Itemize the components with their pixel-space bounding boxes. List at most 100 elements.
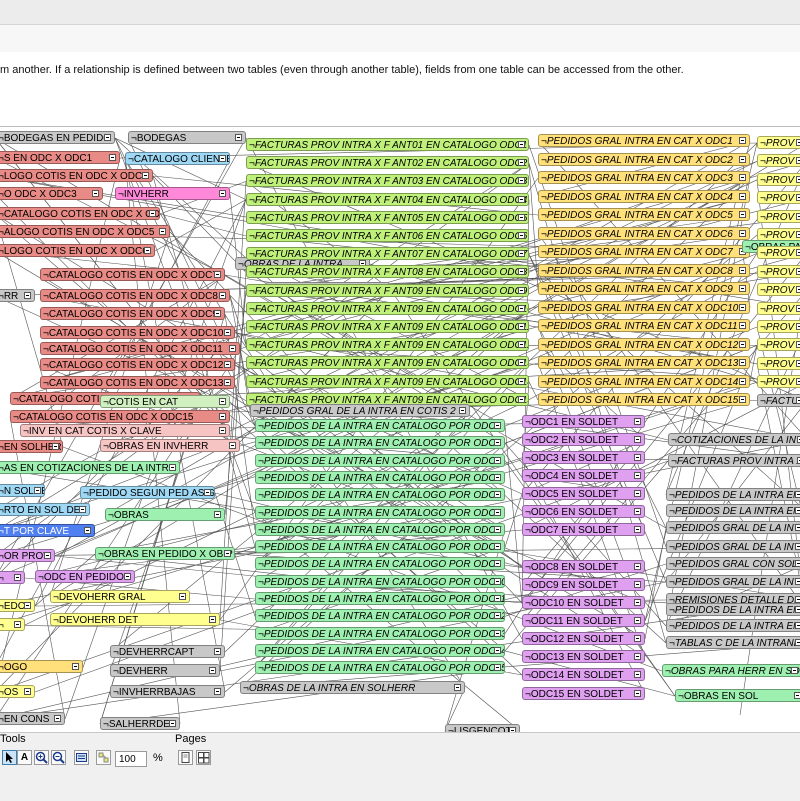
table-node[interactable]: ¬PEDIDOS DE LA INTRA EN CATALOGO POR ODC… bbox=[255, 488, 505, 501]
collapse-icon[interactable] bbox=[54, 715, 61, 722]
table-node[interactable]: ¬FACTURAS PROV INTRA X F ANT09 EN CATALO… bbox=[246, 302, 529, 315]
table-node[interactable]: ¬PEDIDOS DE LA INTRA EN CATALOGO POR ODC… bbox=[255, 609, 505, 622]
table-node[interactable]: ¬PEDIDOS GRAL INTRA EN CAT X ODC11 bbox=[538, 319, 750, 332]
table-node[interactable]: ¬DEVHERRCAPT bbox=[110, 645, 225, 658]
table-node[interactable]: ¬FACTURAS PROV INTRA X F ANT09 EN CATALO… bbox=[246, 284, 529, 297]
collapse-icon[interactable] bbox=[518, 287, 525, 294]
table-node[interactable]: ¬LOGO COTIS EN ODC X ODC6 bbox=[0, 244, 155, 257]
collapse-icon[interactable] bbox=[634, 563, 641, 570]
table-node[interactable]: ¬PEDIDO SEGUN PED ASIG bbox=[80, 486, 215, 499]
table-node[interactable]: ¬PROV E bbox=[757, 173, 800, 186]
table-node[interactable]: ¬EN SOLHERR bbox=[0, 440, 63, 453]
collapse-icon[interactable] bbox=[219, 190, 226, 197]
table-node[interactable]: ¬ODC7 EN SOLDET bbox=[522, 523, 645, 536]
collapse-icon[interactable] bbox=[518, 196, 525, 203]
collapse-icon[interactable] bbox=[219, 413, 226, 420]
collapse-icon[interactable] bbox=[72, 663, 79, 670]
table-node[interactable]: ¬FACTURAS PROV INTRA X F ANT04 EN CATALO… bbox=[246, 193, 529, 206]
table-node[interactable]: ¬FACTURAS PROV INTRA X F ANT06 EN CATALO… bbox=[246, 229, 529, 242]
collapse-icon[interactable] bbox=[796, 268, 800, 275]
collapse-icon[interactable] bbox=[92, 190, 99, 197]
collapse-icon[interactable] bbox=[494, 474, 501, 481]
collapse-icon[interactable] bbox=[494, 543, 501, 550]
collapse-icon[interactable] bbox=[739, 285, 746, 292]
table-node[interactable]: ¬PROV E bbox=[757, 302, 800, 315]
table-node[interactable]: ¬OBRAS PARA HERR EN SOL bbox=[662, 664, 800, 677]
table-node[interactable]: ¬PROV E bbox=[757, 375, 800, 388]
table-node[interactable]: ¬BODEGAS EN PEDIDO bbox=[0, 131, 115, 144]
table-node[interactable]: ¬S EN ODC X ODC1 bbox=[0, 151, 120, 164]
collapse-icon[interactable] bbox=[494, 457, 501, 464]
table-node[interactable]: ¬PEDIDOS DE LA INTRA EN CATALOGO POR ODC… bbox=[255, 523, 505, 536]
collapse-icon[interactable] bbox=[214, 688, 221, 695]
table-node[interactable]: ¬FACTURAS PROV INTRA X F ANT09 EN CATALO… bbox=[246, 338, 529, 351]
collapse-icon[interactable] bbox=[796, 305, 800, 312]
collapse-icon[interactable] bbox=[24, 602, 31, 609]
table-node[interactable]: ¬DEVOHERR GRAL bbox=[50, 590, 190, 603]
table-node[interactable]: ¬CATALOGO COTIS EN ODC X ODC9 bbox=[40, 307, 225, 320]
collapse-icon[interactable] bbox=[214, 310, 221, 317]
collapse-icon[interactable] bbox=[14, 574, 21, 581]
table-node[interactable]: ¬LOGO COTIS EN ODC X ODC2 bbox=[0, 169, 153, 182]
collapse-icon[interactable] bbox=[796, 213, 800, 220]
table-node[interactable]: ¬PEDIDOS GRAL INTRA EN CAT X ODC9 bbox=[538, 282, 750, 295]
table-node[interactable]: ¬INV EN CAT COTIS X CLAVE bbox=[20, 424, 230, 437]
table-node[interactable]: ¬PEDIDOS DE LA INTRA EN CA bbox=[666, 603, 800, 616]
table-node[interactable]: ¬EDO bbox=[0, 599, 35, 612]
table-node[interactable]: ¬ODC10 EN SOLDET bbox=[522, 596, 645, 609]
table-node[interactable]: ¬PEDIDOS GRAL INTRA EN CAT X ODC7 bbox=[538, 245, 750, 258]
collapse-icon[interactable] bbox=[795, 491, 800, 498]
collapse-icon[interactable] bbox=[224, 550, 231, 557]
collapse-icon[interactable] bbox=[634, 508, 641, 515]
relationship-graph-canvas[interactable]: ¬BODEGAS EN PEDIDO¬BODEGAS¬S EN ODC X OD… bbox=[0, 126, 800, 733]
collapse-icon[interactable] bbox=[34, 487, 41, 494]
collapse-icon[interactable] bbox=[739, 359, 746, 366]
collapse-icon[interactable] bbox=[104, 134, 111, 141]
collapse-icon[interactable] bbox=[494, 526, 501, 533]
table-node[interactable]: ¬PEDIDOS DE LA INTRA EN CATALOGO POR ODC… bbox=[255, 644, 505, 657]
table-node[interactable]: ¬ALOGO COTIS EN ODC X ODC5 bbox=[0, 225, 170, 238]
collapse-icon[interactable] bbox=[739, 396, 746, 403]
collapse-icon[interactable] bbox=[634, 472, 641, 479]
table-node[interactable]: ¬DEVOHERR DET bbox=[50, 613, 220, 626]
collapse-icon[interactable] bbox=[494, 630, 501, 637]
collapse-icon[interactable] bbox=[739, 137, 746, 144]
table-node[interactable]: ¬PROV E bbox=[757, 154, 800, 167]
collapse-icon[interactable] bbox=[739, 267, 746, 274]
text-tool-button[interactable]: A bbox=[17, 750, 32, 765]
collapse-icon[interactable] bbox=[634, 617, 641, 624]
table-node[interactable]: ¬PEDIDOS GRAL INTRA EN CAT X ODC14 bbox=[538, 375, 750, 388]
collapse-icon[interactable] bbox=[796, 139, 800, 146]
table-node[interactable]: ¬PEDIDOS DE LA INTRA EN CA bbox=[666, 619, 800, 632]
table-node[interactable]: ¬INVHERRBAJAS bbox=[110, 685, 225, 698]
collapse-icon[interactable] bbox=[634, 599, 641, 606]
table-node[interactable]: ¬OBRAS EN SOL bbox=[675, 689, 800, 702]
collapse-icon[interactable] bbox=[796, 323, 800, 330]
collapse-icon[interactable] bbox=[214, 511, 221, 518]
collapse-icon[interactable] bbox=[794, 692, 800, 699]
table-node[interactable]: ¬PEDIDOS GRAL CON SOLMAT bbox=[666, 557, 800, 570]
collapse-icon[interactable] bbox=[219, 427, 226, 434]
collapse-icon[interactable] bbox=[235, 134, 242, 141]
collapse-icon[interactable] bbox=[796, 360, 800, 367]
collapse-icon[interactable] bbox=[219, 292, 226, 299]
collapse-icon[interactable] bbox=[454, 684, 461, 691]
collapse-icon[interactable] bbox=[179, 593, 186, 600]
table-node[interactable]: ¬PEDIDOS DE LA INTRA EN bbox=[666, 504, 800, 517]
collapse-icon[interactable] bbox=[109, 154, 116, 161]
collapse-icon[interactable] bbox=[518, 359, 525, 366]
cursor-tool-button[interactable] bbox=[2, 750, 17, 765]
table-node[interactable]: ¬ODC14 EN SOLDET bbox=[522, 668, 645, 681]
multi-page-button[interactable] bbox=[196, 750, 211, 765]
collapse-icon[interactable] bbox=[634, 581, 641, 588]
table-node[interactable]: ¬PEDIDOS GRAL INTRA EN CAT X ODC5 bbox=[538, 208, 750, 221]
collapse-icon[interactable] bbox=[494, 422, 501, 429]
table-node[interactable]: ¬OBRAS EN INVHERR bbox=[100, 439, 240, 452]
table-node[interactable]: ¬ODC2 EN SOLDET bbox=[522, 433, 645, 446]
collapse-icon[interactable] bbox=[739, 322, 746, 329]
collapse-icon[interactable] bbox=[144, 247, 151, 254]
table-node[interactable]: ¬CATALOGO COTIS EN ODC X ODC8 bbox=[40, 289, 230, 302]
collapse-icon[interactable] bbox=[169, 464, 176, 471]
table-node[interactable]: ¬PEDIDOS GRAL INTRA EN CAT X ODC6 bbox=[538, 227, 750, 240]
table-node[interactable]: ¬PEDIDOS DE LA INTRA EN CATALOGO POR ODC… bbox=[255, 627, 505, 640]
